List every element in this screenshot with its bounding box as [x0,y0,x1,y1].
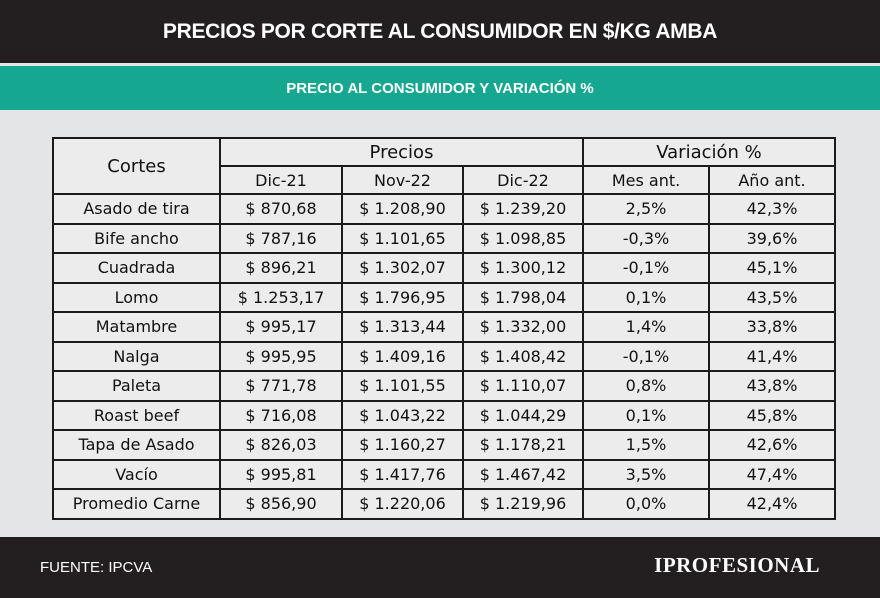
table-row: Matambre $ 995,17 $ 1.313,44 $ 1.332,00 1,4%… [52,311,836,343]
cut-name-cell: Cuadrada [52,252,221,284]
value-cell: $ 1.239,20 [462,193,584,225]
table-row: Lomo $ 1.253,17 $ 1.796,95 $ 1.798,04 0,1% 43… [52,281,836,313]
cut-name-cell: Promedio Carne [52,488,221,520]
value-cell: $ 1.253,17 [219,281,343,313]
header-variacion: Variación % [582,137,836,167]
value-cell: $ 995,81 [219,458,343,490]
cut-name-cell: Bife ancho [52,222,221,254]
value-cell: $ 716,08 [219,399,343,431]
table-row: Asado de tira $ 870,68 $ 1.208,90 $ 1.239,2… [52,193,836,225]
value-cell: $ 1.178,21 [462,429,584,461]
value-cell: 0,1% [582,399,710,431]
value-cell: 33,8% [708,311,836,343]
value-cell: 45,1% [708,252,836,284]
value-cell: 3,5% [582,458,710,490]
cut-name-cell: Roast beef [52,399,221,431]
source-text: FUENTE: IPCVA [40,559,153,576]
value-cell: $ 1.409,16 [341,340,464,372]
page-title: PRECIOS POR CORTE AL CONSUMIDOR EN $/KG … [0,0,880,63]
value-cell: 1,5% [582,429,710,461]
cut-name-cell: Matambre [52,311,221,343]
column-header: Mes ant. [582,165,710,195]
table-row: Bife ancho $ 787,16 $ 1.101,65 $ 1.098,85 -0… [52,222,836,254]
prices-table: Cortes Precios Variación % Dic-21 Nov-22… [52,137,836,520]
value-cell: 41,4% [708,340,836,372]
value-cell: $ 995,17 [219,311,343,343]
value-cell: $ 1.219,96 [462,488,584,520]
value-cell: 0,8% [582,370,710,402]
header-cortes: Cortes [52,137,221,195]
cut-name-cell: Tapa de Asado [52,429,221,461]
value-cell: $ 1.332,00 [462,311,584,343]
cut-name-cell: Nalga [52,340,221,372]
value-cell: $ 826,03 [219,429,343,461]
column-header: Dic-21 [219,165,343,195]
value-cell: $ 1.798,04 [462,281,584,313]
subtitle-banner: PRECIO AL CONSUMIDOR Y VARIACIÓN % [0,66,880,110]
value-cell: $ 1.101,65 [341,222,464,254]
footer: FUENTE: IPCVA IPROFESIONAL [0,537,880,598]
table-row: Tapa de Asado $ 826,03 $ 1.160,27 $ 1.178,2… [52,429,836,461]
value-cell: 2,5% [582,193,710,225]
cut-name-cell: Asado de tira [52,193,221,225]
value-cell: 42,4% [708,488,836,520]
value-cell: 45,8% [708,399,836,431]
value-cell: $ 771,78 [219,370,343,402]
value-cell: $ 1.110,07 [462,370,584,402]
value-cell: 42,6% [708,429,836,461]
value-cell: 43,5% [708,281,836,313]
value-cell: $ 1.044,29 [462,399,584,431]
value-cell: $ 870,68 [219,193,343,225]
table-row: Nalga $ 995,95 $ 1.409,16 $ 1.408,42 -0,1% 41… [52,340,836,372]
value-cell: $ 1.467,42 [462,458,584,490]
value-cell: 1,4% [582,311,710,343]
cut-name-cell: Vacío [52,458,221,490]
value-cell: $ 1.208,90 [341,193,464,225]
table-row: Vacío $ 995,81 $ 1.417,76 $ 1.467,42 3,5% 47,… [52,458,836,490]
value-cell: 47,4% [708,458,836,490]
table-row: Promedio Carne $ 856,90 $ 1.220,06 $ 1.219,… [52,488,836,520]
column-header: Nov-22 [341,165,464,195]
value-cell: $ 1.220,06 [341,488,464,520]
value-cell: -0,1% [582,252,710,284]
value-cell: $ 1.160,27 [341,429,464,461]
value-cell: $ 995,95 [219,340,343,372]
value-cell: -0,1% [582,340,710,372]
value-cell: $ 1.101,55 [341,370,464,402]
value-cell: 43,8% [708,370,836,402]
value-cell: $ 1.302,07 [341,252,464,284]
table-row: Roast beef $ 716,08 $ 1.043,22 $ 1.044,29 0,… [52,399,836,431]
value-cell: 39,6% [708,222,836,254]
value-cell: -0,3% [582,222,710,254]
value-cell: $ 1.408,42 [462,340,584,372]
value-cell: $ 856,90 [219,488,343,520]
value-cell: $ 1.313,44 [341,311,464,343]
table-row: Paleta $ 771,78 $ 1.101,55 $ 1.110,07 0,8% 43… [52,370,836,402]
cut-name-cell: Paleta [52,370,221,402]
value-cell: 0,1% [582,281,710,313]
value-cell: $ 1.796,95 [341,281,464,313]
cut-name-cell: Lomo [52,281,221,313]
value-cell: $ 787,16 [219,222,343,254]
value-cell: 0,0% [582,488,710,520]
table-row: Cuadrada $ 896,21 $ 1.302,07 $ 1.300,12 -0,1… [52,252,836,284]
column-header: Año ant. [708,165,836,195]
value-cell: $ 1.098,85 [462,222,584,254]
value-cell: $ 896,21 [219,252,343,284]
value-cell: 42,3% [708,193,836,225]
column-header: Dic-22 [462,165,584,195]
value-cell: $ 1.417,76 [341,458,464,490]
value-cell: $ 1.043,22 [341,399,464,431]
iprofesional-logo: IPROFESIONAL [654,553,820,577]
header-precios: Precios [219,137,584,167]
value-cell: $ 1.300,12 [462,252,584,284]
